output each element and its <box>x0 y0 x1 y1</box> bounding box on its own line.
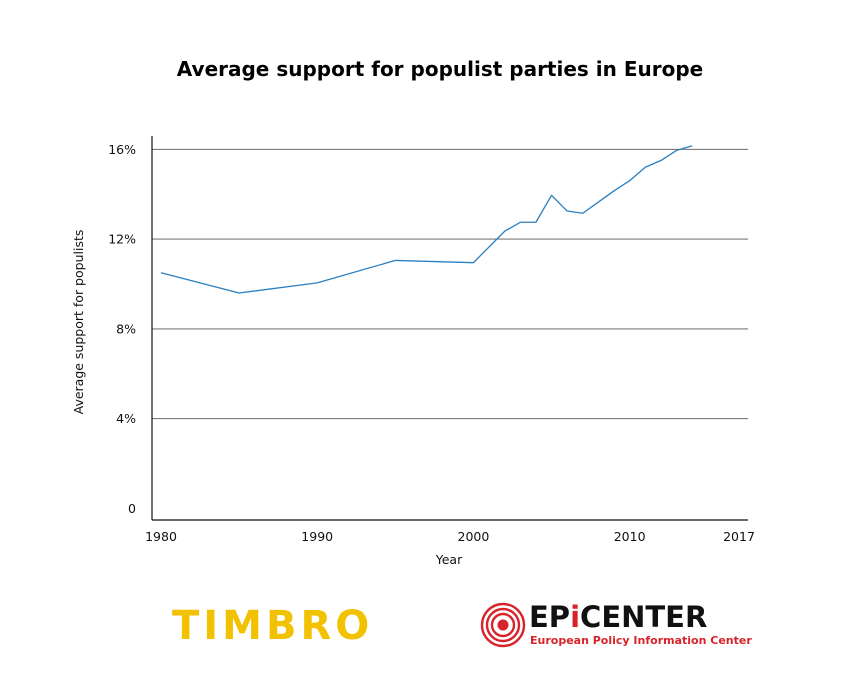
epicenter-word-right: CENTER <box>580 600 707 634</box>
epicenter-logo: EPiCENTER European Policy Information Ce… <box>480 600 752 648</box>
axes <box>151 136 748 521</box>
y-tick-label: 12% <box>108 232 136 247</box>
epicenter-wordmark: EPiCENTER <box>529 600 707 634</box>
y-tick-labels: 0 4% 8% 12% 16% <box>108 142 136 516</box>
y-axis-label: Average support for populists <box>71 230 86 415</box>
series-layer <box>160 145 693 294</box>
epicenter-target-icon <box>480 602 526 648</box>
x-axis-label: Year <box>435 552 463 567</box>
epicenter-word-i: i <box>570 600 580 634</box>
y-tick-label: 8% <box>116 321 136 336</box>
x-tick-label: 2000 <box>458 529 490 544</box>
x-tick-label: 1980 <box>145 529 177 544</box>
x-tick-label: 2017 <box>723 529 755 544</box>
x-tick-label: 2010 <box>614 529 646 544</box>
epicenter-subtitle: European Policy Information Center <box>530 634 752 647</box>
x-tick-labels: 1980 1990 2000 2010 2017 <box>145 529 755 544</box>
y-tick-label: 4% <box>116 411 136 426</box>
chart-title: Average support for populist parties in … <box>177 57 703 81</box>
y-tick-label: 16% <box>108 142 136 157</box>
epicenter-word-left: EP <box>529 600 570 634</box>
series-line <box>160 145 693 294</box>
x-tick-label: 1990 <box>301 529 333 544</box>
timbro-logo: TIMBRO <box>172 603 373 649</box>
gridlines <box>152 148 748 420</box>
y-tick-label: 0 <box>128 501 136 516</box>
